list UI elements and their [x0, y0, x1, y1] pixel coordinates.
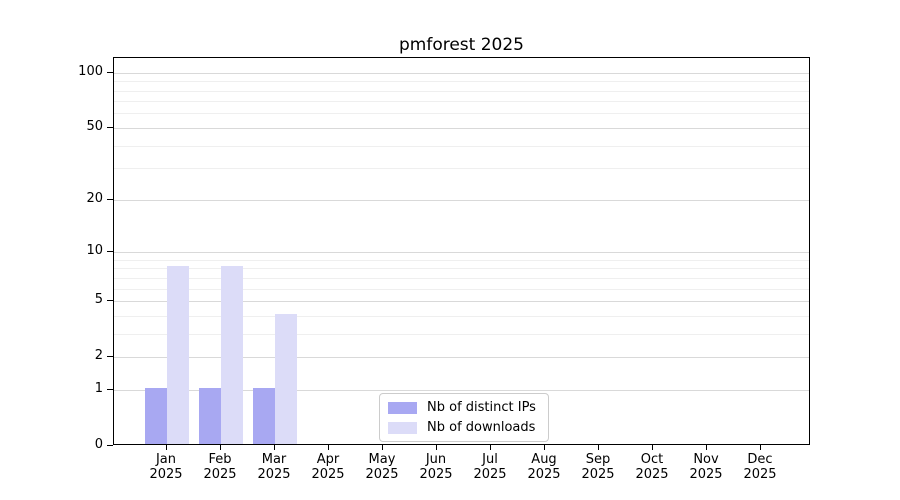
x-tick-label: Jun 2025: [419, 452, 453, 482]
bar-distinct-ips: [145, 387, 167, 444]
gridline-minor: [114, 333, 809, 335]
x-tick-mark: [382, 445, 383, 450]
chart-title: pmforest 2025: [398, 35, 524, 55]
y-tick-mark: [107, 198, 113, 200]
x-tick-label: Nov 2025: [689, 452, 723, 482]
legend-label-downloads: Nb of downloads: [427, 420, 536, 435]
gridline-minor: [114, 168, 809, 170]
plot-area: Nb of distinct IPs Nb of downloads: [113, 57, 810, 445]
gridline-minor: [114, 90, 809, 92]
y-tick-label: 100: [78, 63, 103, 79]
y-tick-label: 50: [86, 118, 103, 134]
y-tick-label: 1: [94, 380, 103, 396]
gridline-minor: [114, 259, 809, 261]
legend-entry-downloads: Nb of downloads: [388, 420, 540, 435]
gridline-major: [114, 252, 809, 253]
legend-label-distinct-ips: Nb of distinct IPs: [427, 400, 536, 415]
x-tick-mark: [652, 445, 653, 450]
y-tick-label: 10: [86, 243, 103, 258]
x-tick-label: Jul 2025: [473, 452, 507, 482]
gridline-major: [114, 389, 809, 391]
x-tick-mark: [220, 445, 221, 450]
gridline-minor: [114, 288, 809, 290]
y-tick-mark: [107, 300, 113, 301]
y-tick-label: 20: [86, 190, 103, 206]
y-tick-mark: [107, 251, 113, 252]
x-tick-mark: [436, 445, 437, 450]
gridline-minor: [114, 268, 809, 270]
y-tick-mark: [107, 445, 113, 446]
bar-downloads: [167, 266, 189, 444]
gridline-major: [114, 127, 809, 129]
x-tick-label: May 2025: [365, 452, 399, 482]
x-tick-mark: [166, 445, 167, 450]
y-tick-mark: [107, 71, 113, 73]
x-tick-mark: [706, 445, 707, 450]
x-tick-label: Oct 2025: [635, 452, 669, 482]
gridline-major: [114, 357, 809, 359]
gridline-minor: [114, 113, 809, 115]
y-tick-mark: [107, 126, 113, 128]
x-tick-label: Sep 2025: [581, 452, 615, 482]
y-tick-mark: [107, 356, 113, 358]
gridline-minor: [114, 101, 809, 103]
x-tick-label: Apr 2025: [311, 452, 345, 482]
x-tick-label: Jan 2025: [149, 452, 183, 482]
y-tick-label: 2: [94, 348, 103, 364]
x-tick-mark: [598, 445, 599, 450]
bar-downloads: [221, 266, 243, 444]
gridline-major: [114, 301, 809, 302]
gridline-minor: [114, 277, 809, 279]
legend-entry-distinct-ips: Nb of distinct IPs: [388, 400, 540, 415]
x-tick-label: Mar 2025: [257, 452, 291, 482]
x-tick-mark: [328, 445, 329, 450]
gridline-minor: [114, 145, 809, 147]
legend-swatch-downloads-icon: [388, 421, 417, 434]
x-tick-label: Dec 2025: [743, 452, 777, 482]
gridline-major: [114, 72, 809, 74]
legend: Nb of distinct IPs Nb of downloads: [379, 393, 549, 442]
y-tick-mark: [107, 388, 113, 390]
gridline-major: [114, 199, 809, 201]
bar-distinct-ips: [253, 387, 275, 444]
gridline-minor: [114, 315, 809, 317]
x-tick-mark: [274, 445, 275, 450]
x-tick-mark: [760, 445, 761, 450]
legend-swatch-distinct-ips-icon: [388, 401, 417, 414]
bar-distinct-ips: [199, 387, 221, 444]
gridline-minor: [114, 81, 809, 83]
x-tick-mark: [544, 445, 545, 450]
x-tick-label: Aug 2025: [527, 452, 561, 482]
bar-downloads: [275, 313, 297, 444]
y-tick-label: 5: [94, 292, 103, 307]
x-tick-mark: [490, 445, 491, 450]
x-tick-label: Feb 2025: [203, 452, 237, 482]
y-tick-label: 0: [94, 437, 103, 452]
